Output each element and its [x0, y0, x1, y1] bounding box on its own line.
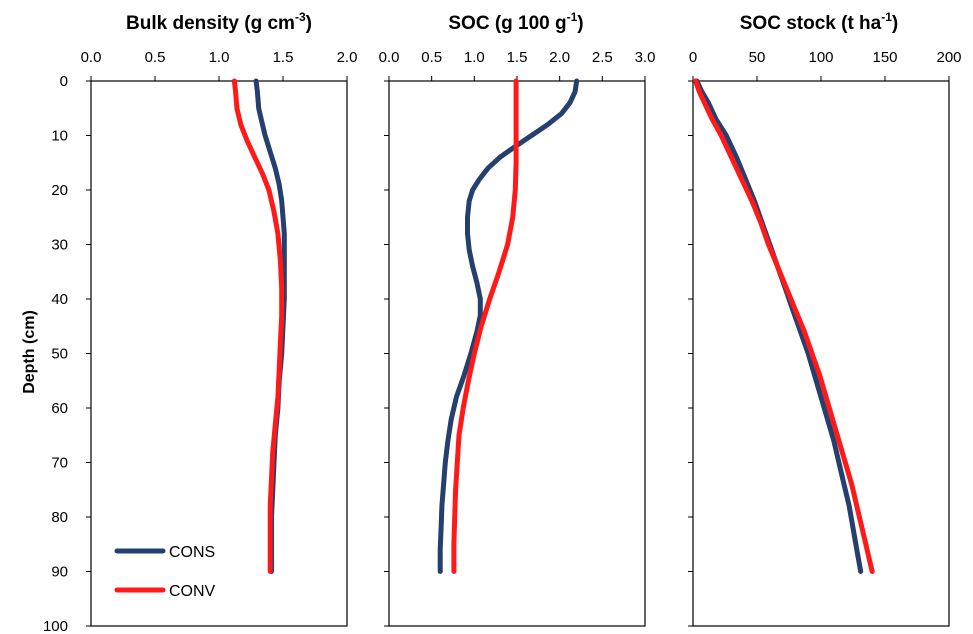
x-tick-label: 1.5	[507, 49, 528, 66]
title-end: )	[306, 13, 312, 34]
plot-frame	[90, 80, 348, 627]
y-tick-label: 70	[51, 455, 68, 472]
x-tick-label: 0.5	[145, 49, 166, 66]
x-tick-label: 1.0	[209, 49, 230, 66]
title-end: )	[892, 13, 898, 34]
x-tick-label: 0.5	[421, 49, 442, 66]
y-tick-label: 100	[43, 618, 68, 634]
x-tick-label: 2.0	[549, 49, 570, 66]
x-tick-label: 1.0	[464, 49, 485, 66]
y-axis-label: Depth (cm)	[21, 310, 38, 394]
y-tick-label: 80	[51, 509, 68, 526]
y-axis-ticks: 0 10 20 30 40 50 60 70 80 90 100	[43, 73, 68, 634]
panel-soc-stock: SOC stock (t ha-1) 0 50 100 150 200	[688, 10, 962, 627]
title-end: )	[577, 13, 583, 34]
y-tick-label: 20	[51, 182, 68, 199]
x-tick-label: 0.0	[379, 49, 400, 66]
y-tick-label: 40	[51, 291, 68, 308]
x-tick-label: 200	[936, 49, 961, 66]
title-main: SOC stock (t ha	[740, 13, 882, 34]
panel-title: Bulk density (g cm-3)	[126, 10, 312, 34]
series-line-cons	[437, 78, 580, 574]
series-line-conv	[451, 78, 519, 574]
panel-soc: SOC (g 100 g-1) 0.0 0.5 1.0 1.5 2.0 2.5 3.0	[379, 10, 656, 627]
x-tick-label: 2.5	[592, 49, 613, 66]
y-tick-label: 60	[51, 400, 68, 417]
x-tick-label: 100	[808, 49, 833, 66]
title-superscript: -3	[295, 10, 306, 24]
title-main: SOC (g 100 g	[448, 13, 566, 34]
title-superscript: -1	[881, 10, 892, 24]
x-tick-label: 3.0	[635, 49, 656, 66]
legend-label-cons: CONS	[169, 544, 215, 561]
series-line-conv	[231, 78, 285, 574]
series-line-cons	[694, 78, 864, 574]
panel-title: SOC (g 100 g-1)	[448, 10, 583, 34]
legend: CONS CONV	[114, 544, 216, 600]
y-tick-label: 0	[60, 73, 68, 90]
x-tick-label: 150	[872, 49, 897, 66]
x-tick-label: 50	[749, 49, 766, 66]
title-superscript: -1	[567, 10, 578, 24]
panel-title: SOC stock (t ha-1)	[740, 10, 898, 34]
x-tick-label: 1.5	[273, 49, 294, 66]
y-tick-label: 50	[51, 346, 68, 363]
title-main: Bulk density (g cm	[126, 13, 295, 34]
y-tick-label: 30	[51, 237, 68, 254]
series-line-conv	[693, 78, 875, 574]
x-tick-label: 0	[689, 49, 697, 66]
x-tick-label: 0.0	[81, 49, 102, 66]
panel-bulk-density: Bulk density (g cm-3) 0.0 0.5 1.0 1.5 2.0	[81, 10, 358, 627]
y-tick-label: 90	[51, 564, 68, 581]
x-tick-label: 2.0	[337, 49, 358, 66]
legend-label-conv: CONV	[169, 583, 216, 600]
y-tick-label: 10	[51, 128, 68, 145]
